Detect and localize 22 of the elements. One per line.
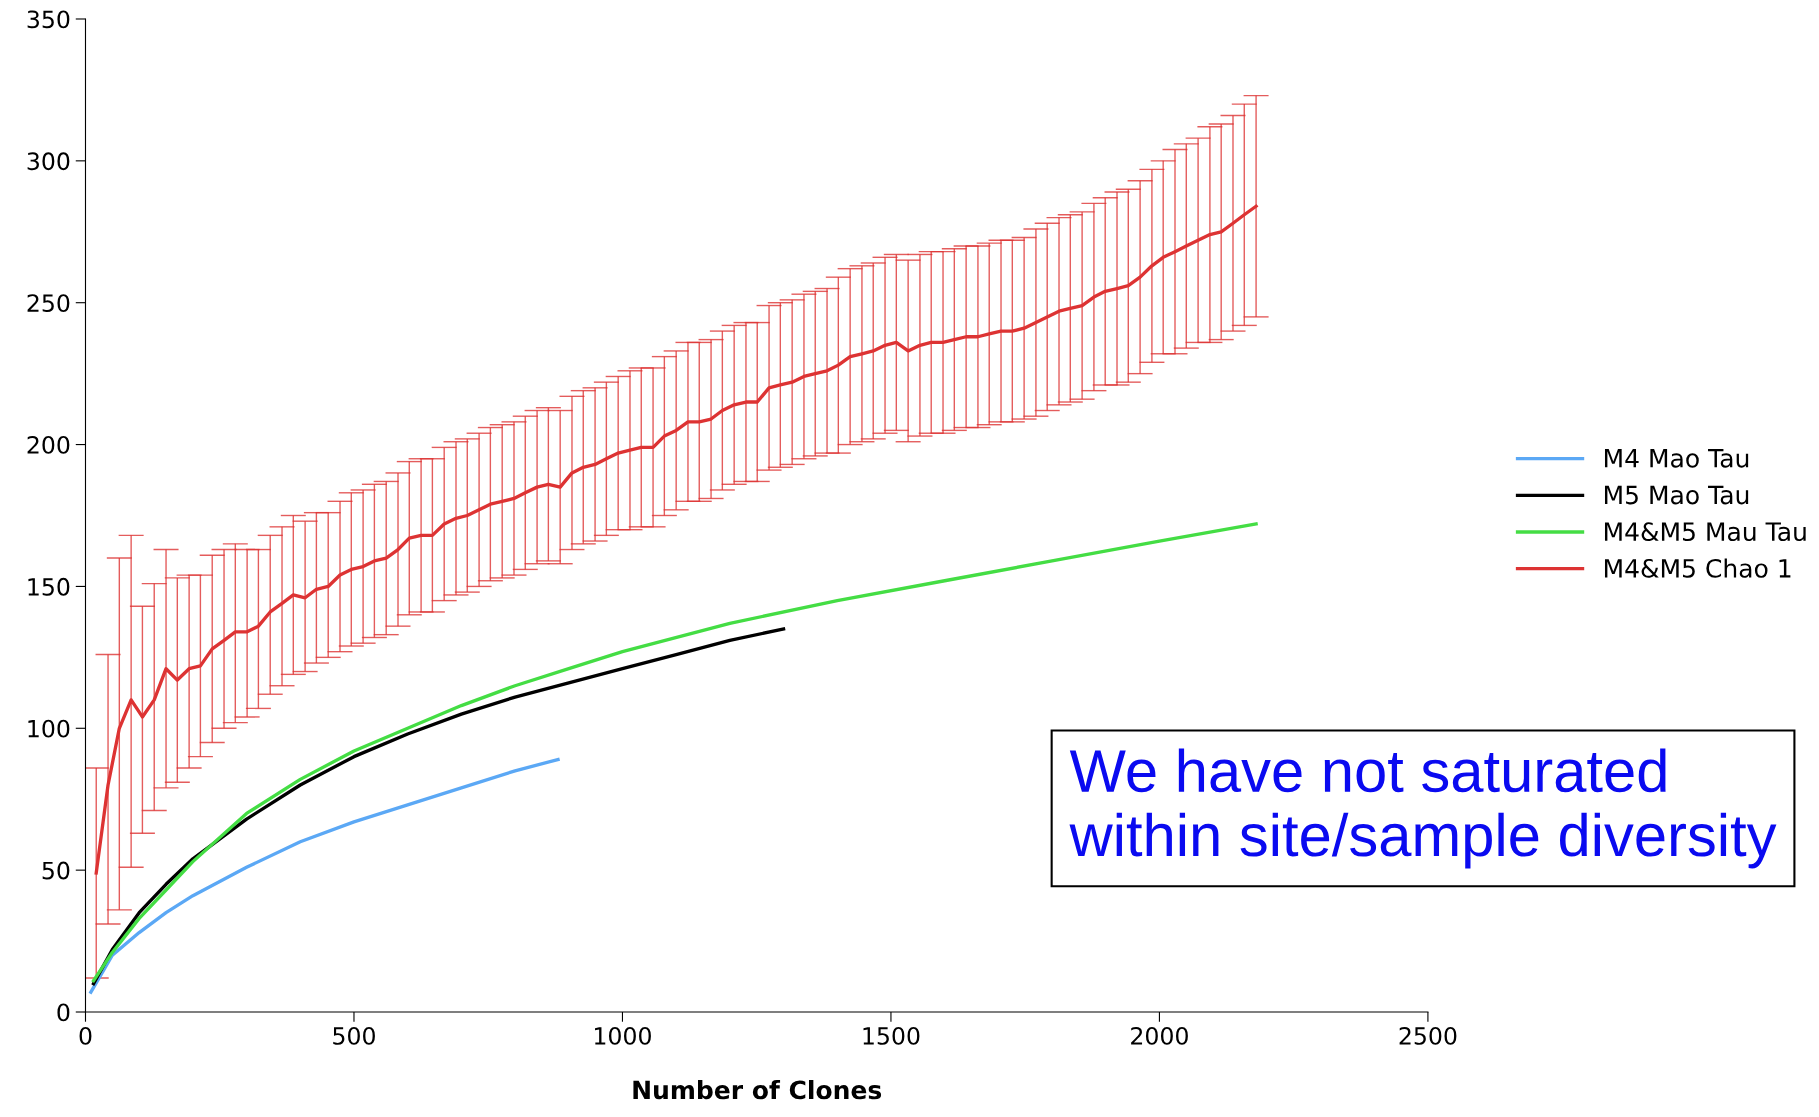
x-axis-title: Number of Clones [633, 1079, 882, 1100]
legend-label: M5 Mao Tau [1604, 485, 1749, 505]
x-tick-label: 2000 [1131, 1027, 1188, 1045]
annotation: We have not saturated within site/sample diversity [1069, 748, 1777, 869]
x-tick-label: 1000 [595, 1027, 651, 1045]
x-tick-label: 0 [79, 1027, 92, 1045]
line-series [89, 757, 560, 994]
y-tick-label: 350 [27, 10, 70, 29]
y-tick-label: 150 [28, 577, 70, 596]
y-tick-label: 0 [57, 1003, 70, 1022]
line-series [91, 627, 786, 986]
x-tick-label: 1500 [863, 1027, 920, 1045]
y-tick-label: 200 [27, 436, 70, 454]
x-tick-label: 2500 [1399, 1027, 1457, 1045]
y-tick-label: 100 [28, 719, 70, 738]
y-tick-label: 300 [27, 152, 70, 171]
y-tick-label: 250 [27, 294, 70, 313]
y-tick-label: 50 [42, 861, 70, 880]
x-tick-label: 500 [333, 1027, 375, 1045]
legend-label: M4&M5 Mau Tau [1604, 522, 1806, 542]
legend-label: M4 Mao Tau [1604, 449, 1749, 468]
legend-label: M4&M5 Chao 1 [1604, 558, 1791, 578]
